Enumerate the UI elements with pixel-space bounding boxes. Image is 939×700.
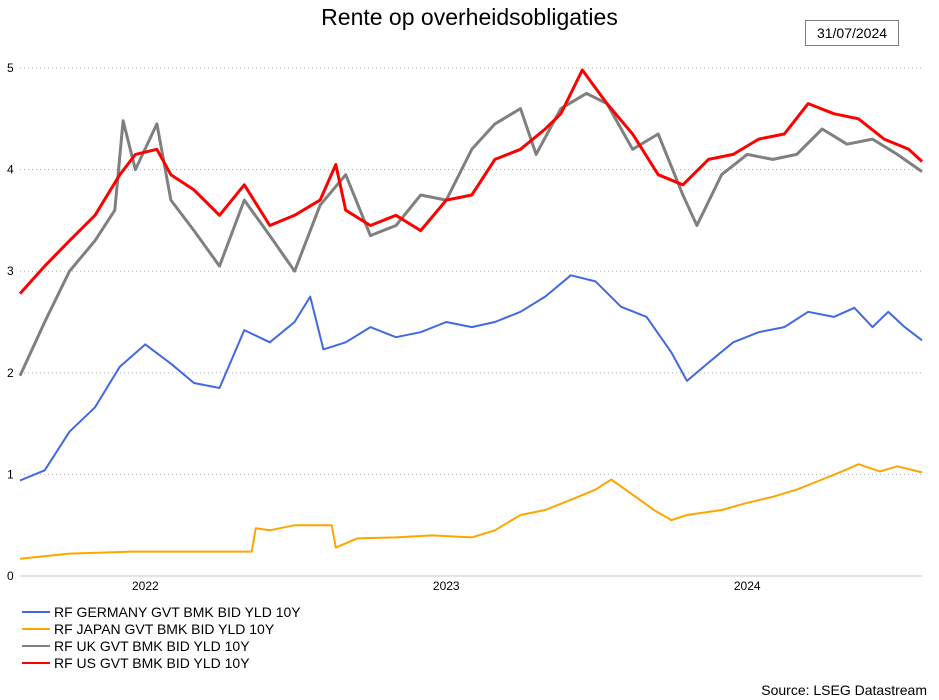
legend-item-germany: RF GERMANY GVT BMK BID YLD 10Y (22, 604, 301, 621)
legend-swatch-us (22, 662, 50, 665)
legend-item-us: RF US GVT BMK BID YLD 10Y (22, 655, 301, 672)
legend: RF GERMANY GVT BMK BID YLD 10Y RF JAPAN … (22, 604, 301, 672)
series-line-3 (18, 68, 924, 295)
legend-label-japan: RF JAPAN GVT BMK BID YLD 10Y (54, 621, 275, 637)
legend-swatch-germany (22, 611, 50, 614)
legend-swatch-japan (22, 628, 50, 631)
series-line-1 (19, 463, 923, 560)
legend-item-japan: RF JAPAN GVT BMK BID YLD 10Y (22, 621, 301, 638)
legend-item-uk: RF UK GVT BMK BID YLD 10Y (22, 638, 301, 655)
x-tick-label: 2022 (132, 579, 159, 593)
x-tick-label: 2024 (734, 579, 761, 593)
y-tick-label: 2 (7, 366, 14, 380)
series-line-2 (18, 91, 923, 377)
legend-label-germany: RF GERMANY GVT BMK BID YLD 10Y (54, 604, 301, 620)
series-line-0 (19, 274, 923, 482)
line-chart: 0 1 2 3 4 5 2022 2023 2024 (7, 61, 924, 593)
axes: 0 1 2 3 4 5 2022 2023 2024 (7, 61, 922, 593)
legend-label-us: RF US GVT BMK BID YLD 10Y (54, 655, 250, 671)
source-note: Source: LSEG Datastream (761, 682, 927, 698)
y-tick-label: 1 (7, 467, 14, 481)
legend-label-uk: RF UK GVT BMK BID YLD 10Y (54, 638, 250, 654)
y-tick-label: 3 (7, 264, 14, 278)
date-label-box: 31/07/2024 (805, 20, 899, 46)
y-tick-label: 5 (7, 61, 14, 75)
legend-swatch-uk (22, 645, 50, 648)
chart-title: Rente op overheidsobligaties (321, 4, 618, 30)
series-lines (18, 68, 924, 560)
y-tick-label: 4 (7, 163, 14, 177)
x-tick-label: 2023 (433, 579, 460, 593)
y-tick-label: 0 (7, 569, 14, 583)
